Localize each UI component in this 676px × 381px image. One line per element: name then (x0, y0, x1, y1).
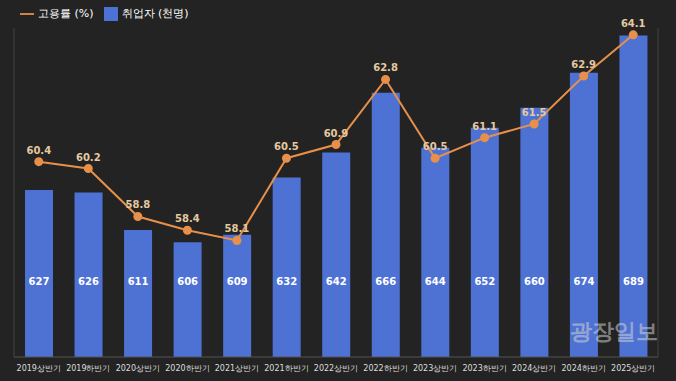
svg-text:674: 674 (573, 276, 594, 287)
svg-text:2022상반기: 2022상반기 (314, 364, 358, 373)
svg-text:2022하반기: 2022하반기 (363, 364, 407, 373)
svg-text:2024하반기: 2024하반기 (562, 364, 606, 373)
html-text:광장일보: 광장일보 (570, 319, 658, 344)
svg-text:689: 689 (623, 276, 644, 287)
svg-text:64.1: 64.1 (621, 18, 646, 29)
svg-text:2025상반기: 2025상반기 (611, 364, 655, 373)
svg-text:2019상반기: 2019상반기 (17, 364, 61, 373)
svg-text:60.5: 60.5 (423, 141, 448, 152)
svg-text:627: 627 (29, 276, 50, 287)
svg-text:2020상반기: 2020상반기 (116, 364, 160, 373)
svg-text:632: 632 (276, 276, 297, 287)
svg-text:660: 660 (524, 276, 545, 287)
svg-text:62.8: 62.8 (373, 62, 398, 73)
svg-text:62.9: 62.9 (571, 59, 596, 70)
svg-text:61.5: 61.5 (522, 107, 547, 118)
svg-text:60.5: 60.5 (274, 141, 299, 152)
html-text:취업자 (천명): 취업자 (천명) (121, 7, 189, 20)
svg-text:626: 626 (78, 276, 99, 287)
svg-text:2023하반기: 2023하반기 (462, 364, 506, 373)
svg-text:58.8: 58.8 (126, 199, 151, 210)
svg-text:2020하반기: 2020하반기 (165, 364, 209, 373)
svg-text:58.1: 58.1 (225, 223, 250, 234)
svg-text:2021상반기: 2021상반기 (215, 364, 259, 373)
svg-text:61.1: 61.1 (472, 121, 497, 132)
svg-text:606: 606 (177, 276, 198, 287)
svg-text:2021하반기: 2021하반기 (264, 364, 308, 373)
svg-text:666: 666 (375, 276, 396, 287)
svg-text:2023상반기: 2023상반기 (413, 364, 457, 373)
svg-text:2019하반기: 2019하반기 (66, 364, 110, 373)
svg-text:611: 611 (128, 276, 149, 287)
html-text:고용률 (%): 고용률 (%) (38, 7, 94, 20)
svg-text:2024상반기: 2024상반기 (512, 364, 556, 373)
svg-text:60.9: 60.9 (324, 128, 349, 139)
svg-text:609: 609 (227, 276, 248, 287)
svg-text:644: 644 (425, 276, 446, 287)
svg-text:652: 652 (474, 276, 495, 287)
svg-text:58.4: 58.4 (175, 213, 200, 224)
svg-text:60.4: 60.4 (26, 145, 51, 156)
svg-text:60.2: 60.2 (76, 152, 101, 163)
svg-text:642: 642 (326, 276, 347, 287)
